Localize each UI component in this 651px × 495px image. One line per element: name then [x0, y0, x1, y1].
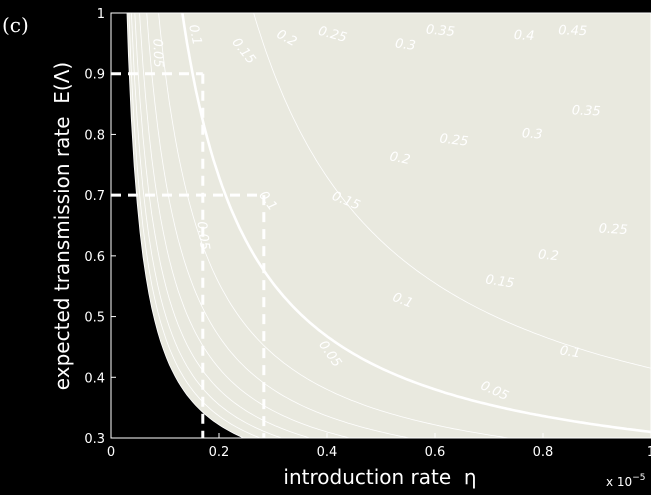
- x-axis-ticks: 0 0.2 0.4 0.6 0.8 1: [107, 433, 651, 460]
- contour-label: 0.3: [521, 126, 543, 142]
- contour-region-0.45: [126, 13, 651, 438]
- contour-line-0.35: [130, 13, 283, 438]
- y-tick-label: 0.3: [84, 432, 105, 447]
- contour-label: 0.35: [425, 22, 455, 40]
- contour-line-0.15: [158, 13, 512, 438]
- contour-label: 0.25: [598, 221, 628, 238]
- contour-line-0.4: [128, 13, 262, 438]
- x-exponent-label: x 10−5: [606, 473, 645, 489]
- reference-lines: [111, 72, 266, 438]
- y-axis-ticks: 0.3 0.4 0.5 0.6 0.7 0.8 0.9 1: [84, 7, 116, 447]
- contour-line-0.25: [139, 13, 352, 438]
- y-axis-label: expected transmission rate E(Λ): [50, 62, 74, 390]
- x-tick-label: 0.8: [533, 445, 554, 460]
- plot-frame: [110, 12, 651, 439]
- contour-line-0.3: [134, 13, 312, 438]
- y-tick-label: 1: [97, 7, 105, 22]
- contour-label: 0.3: [394, 36, 416, 54]
- contour-fills: [126, 13, 651, 438]
- x-tick-label: 0: [107, 445, 115, 460]
- x-axis-label: introduction rate η: [283, 465, 476, 489]
- x-tick-label: 0.4: [317, 445, 338, 460]
- contour-label: 0.15: [484, 272, 515, 291]
- contour-label: 0.25: [316, 24, 348, 46]
- contour-label: 0.2: [388, 149, 411, 168]
- y-tick-label: 0.4: [84, 371, 105, 386]
- y-tick-label: 0.9: [84, 68, 105, 83]
- contour-label: 0.25: [439, 131, 469, 149]
- contour-label: 0.35: [571, 103, 601, 119]
- y-tick-label: 0.6: [84, 250, 105, 265]
- x-tick-label: 1: [647, 445, 651, 460]
- contour-lines: [126, 13, 651, 438]
- contour-label: 0.2: [537, 247, 559, 264]
- contour-label: 0.1: [185, 23, 204, 46]
- x-exponent-power: −5: [632, 473, 645, 483]
- contour-label: 0.1: [559, 343, 582, 361]
- contour-line-0.05: [253, 13, 651, 369]
- contour-label: 0.45: [558, 23, 587, 39]
- contour-label: 0.4: [513, 28, 534, 44]
- x-tick-label: 0.2: [209, 445, 230, 460]
- contour-line-0.45: [126, 13, 245, 438]
- contour-label: 0.1: [390, 290, 415, 312]
- panel-label: (c): [2, 13, 29, 37]
- y-tick-label: 0.7: [84, 189, 105, 204]
- y-tick-label: 0.8: [84, 128, 105, 143]
- x-tick-label: 0.6: [425, 445, 446, 460]
- contour-label: 0.05: [149, 38, 165, 67]
- y-tick-label: 0.5: [84, 311, 105, 326]
- contour-line-0.1: [181, 13, 651, 434]
- contour-line-0.2: [146, 13, 412, 438]
